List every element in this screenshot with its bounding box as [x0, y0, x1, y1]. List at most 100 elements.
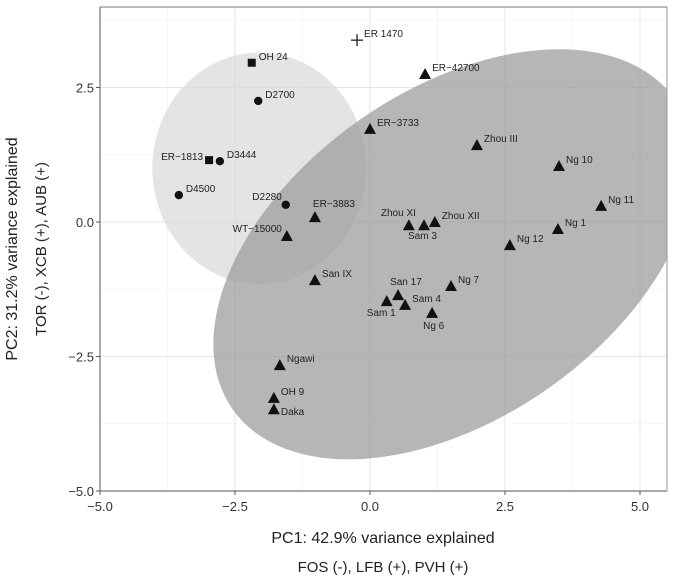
point-label: Ng 7 — [458, 275, 480, 286]
circle-marker — [174, 190, 184, 200]
point-label: Daka — [281, 407, 305, 418]
triangle-marker — [380, 295, 393, 307]
ellipse-group-triangle — [213, 49, 667, 460]
x-axis-title: PC1: 42.9% variance explained — [271, 530, 494, 547]
data-point: Zhou III — [470, 134, 518, 151]
data-point: Ng 6 — [423, 306, 445, 332]
data-point: Ng 12 — [503, 234, 544, 251]
point-label: Sam 1 — [367, 308, 396, 319]
y-tick-label: 0.0 — [76, 215, 94, 230]
data-point: ER−3733 — [364, 118, 419, 134]
point-label: Ng 1 — [565, 218, 587, 229]
y-tick-label: −5.0 — [68, 484, 94, 499]
triangle-marker — [553, 160, 565, 172]
circle-marker — [215, 157, 225, 166]
y-axis-title: PC2: 31.2% variance explained — [4, 137, 21, 360]
point-label: San 17 — [390, 277, 422, 288]
data-point: OH 24 — [247, 52, 288, 67]
triangle-marker — [399, 298, 412, 310]
point-label: Ng 10 — [566, 155, 593, 166]
data-point: San 17 — [390, 277, 422, 301]
triangle-marker — [503, 239, 516, 251]
x-tick-label: 2.5 — [496, 499, 514, 514]
triangle-marker — [551, 222, 564, 234]
data-point: Daka — [267, 403, 305, 418]
triangle-marker — [595, 199, 608, 211]
data-point: D2700 — [254, 90, 295, 106]
point-label: Zhou III — [484, 134, 518, 145]
data-points: OH 24 D2700 ER−1813 D3444 D4500 D2280 ER−3883 W… — [161, 29, 634, 418]
point-label: D2280 — [252, 192, 282, 203]
triangle-marker — [273, 359, 286, 371]
x-tick-label: 0.0 — [361, 499, 379, 514]
point-label: Zhou XI — [381, 208, 416, 219]
point-label: Ng 11 — [608, 195, 634, 206]
point-label: ER−1813 — [161, 152, 203, 163]
triangle-marker — [308, 211, 321, 223]
point-label: Ng 6 — [423, 321, 445, 332]
point-label: San IX — [322, 269, 352, 280]
triangle-marker — [445, 280, 457, 292]
point-label: Sam 4 — [412, 294, 441, 305]
triangle-marker — [392, 289, 405, 301]
point-label: Sam 3 — [408, 231, 437, 242]
point-label: D2700 — [265, 90, 295, 101]
data-point: Ng 1 — [551, 218, 587, 234]
point-label: ER−42700 — [432, 63, 480, 74]
x-tick-label: 5.0 — [631, 499, 649, 514]
confidence-ellipses — [152, 49, 667, 460]
point-label: ER−3883 — [313, 199, 355, 210]
triangle-marker — [470, 139, 483, 151]
x-tick-label: −2.5 — [222, 499, 248, 514]
data-point: Sam 4 — [399, 294, 441, 310]
data-point: D4500 — [174, 184, 216, 200]
data-point: Sam 1 — [367, 295, 396, 319]
triangle-marker — [267, 391, 280, 403]
data-point: OH 9 — [267, 387, 305, 403]
triangle-marker — [402, 219, 415, 231]
point-label: Ng 12 — [517, 234, 544, 245]
data-point: ER−1813 — [161, 152, 214, 165]
ticks: −5.0 −2.5 0.0 2.5 5.0 −5.0 −2.5 0.0 2.5 — [68, 81, 649, 515]
data-point: Ng 11 — [595, 195, 635, 211]
triangle-marker — [280, 229, 293, 241]
point-label: ER−3733 — [377, 118, 419, 129]
circle-marker — [281, 200, 290, 209]
triangle-marker — [428, 216, 441, 227]
triangle-marker — [267, 403, 280, 415]
triangle-marker — [418, 219, 430, 231]
data-point: WT−15000 — [233, 224, 293, 241]
data-point: Ngawi — [273, 354, 315, 371]
data-point: ER−3883 — [308, 199, 355, 223]
triangle-marker — [308, 274, 321, 286]
square-marker — [247, 58, 256, 67]
point-label: WT−15000 — [233, 224, 283, 235]
data-point: San IX — [308, 269, 352, 286]
data-point: Sam 3 — [408, 219, 437, 242]
data-point: Zhou XI — [381, 208, 416, 231]
point-label: Zhou XII — [442, 211, 480, 222]
y-axis-subtitle: TOR (-), XCB (+), AUB (+) — [33, 162, 50, 336]
data-point: D2280 — [252, 192, 290, 209]
point-label: Ngawi — [287, 354, 315, 365]
x-axis-subtitle: FOS (-), LFB (+), PVH (+) — [298, 559, 469, 575]
data-point: Ng 10 — [553, 155, 593, 172]
triangle-marker — [426, 306, 439, 318]
point-label: D4500 — [186, 184, 216, 195]
data-point: Zhou XII — [428, 211, 480, 227]
point-label: D3444 — [227, 150, 257, 161]
point-label: OH 24 — [259, 52, 288, 63]
data-point: ER 1470 — [351, 29, 403, 47]
data-point: Ng 7 — [445, 275, 480, 292]
triangle-marker — [419, 68, 432, 80]
y-tick-label: −2.5 — [68, 350, 94, 365]
circle-marker — [254, 96, 263, 106]
y-tick-label: 2.5 — [76, 81, 94, 96]
triangle-marker — [364, 122, 376, 134]
point-label: OH 9 — [281, 387, 305, 398]
data-point: D3444 — [215, 150, 257, 166]
data-point: ER−42700 — [419, 63, 480, 80]
x-tick-label: −5.0 — [87, 499, 113, 514]
point-label: ER 1470 — [364, 29, 403, 40]
